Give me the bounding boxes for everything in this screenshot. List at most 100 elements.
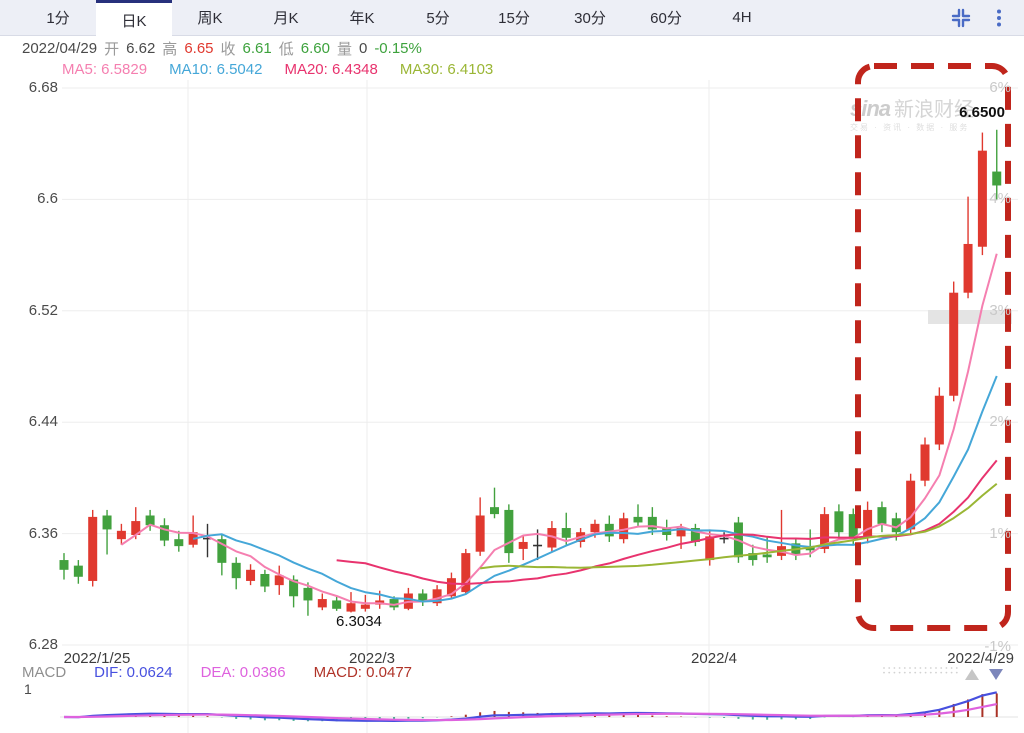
tab-5min[interactable]: 5分 [426, 10, 450, 27]
watermark-tagline: 交易 · 资讯 · 数据 · 服务 [850, 123, 970, 132]
drag-handle-dot [914, 667, 917, 669]
candle-body [231, 562, 241, 579]
dif-value: DIF: 0.0624 [94, 663, 173, 681]
drag-handle-dot [950, 671, 953, 674]
candle-body [561, 528, 571, 538]
tab-weekly-k[interactable]: 周K [197, 10, 223, 27]
tab-4h[interactable]: 4H [732, 9, 752, 26]
candle-body [705, 536, 715, 561]
tab-daily-k[interactable]: 日K [96, 0, 172, 37]
candle-body [604, 523, 614, 537]
pct-tick-1: 1% [989, 525, 1011, 542]
drag-handle-dot [898, 667, 901, 669]
drag-handle-dot [955, 671, 958, 674]
candle-body [274, 575, 284, 586]
candle-body [906, 480, 916, 530]
scroll-down-triangle[interactable] [989, 669, 1003, 680]
close-label: 收 [220, 40, 236, 58]
ma30-legend: MA30: 6.4103 [399, 60, 494, 78]
drag-handle-dot [935, 671, 937, 674]
drag-handle-dot [883, 667, 885, 669]
candle-body [360, 604, 370, 609]
close-value: 6.61 [242, 39, 272, 57]
candle-body [949, 292, 959, 396]
pct-tick-3: 3% [989, 302, 1011, 319]
price-tick-644: 6.44 [28, 413, 58, 430]
candle-body [633, 516, 643, 523]
volume-label: 量 [336, 40, 352, 58]
candle-body [203, 537, 212, 540]
candle-body [690, 528, 700, 542]
lowest-price-label: 6.3034 [336, 613, 382, 630]
candle-body [863, 509, 873, 538]
open-label: 开 [104, 40, 120, 58]
ma30-line [480, 482, 998, 570]
tab-30min[interactable]: 30分 [574, 10, 606, 27]
candle-body [748, 553, 758, 561]
tab-15min[interactable]: 15分 [498, 10, 530, 27]
ma10-line [192, 375, 998, 603]
candle-body [59, 560, 69, 570]
candle-body [820, 514, 830, 549]
ma5-legend: MA5: 6.5829 [62, 60, 148, 78]
drag-handle-dot [935, 667, 937, 669]
watermark-name: 新浪财经 [894, 99, 975, 121]
tab-yearly-k[interactable]: 年K [349, 10, 375, 27]
drag-handle-dot [919, 667, 922, 669]
drag-handle-dot [898, 671, 901, 674]
pct-tick-2: 2% [989, 413, 1011, 430]
open-value: 6.62 [126, 39, 156, 57]
chart-scroll-control[interactable] [883, 667, 1003, 680]
candle-body [145, 515, 155, 526]
scroll-up-triangle[interactable] [965, 669, 979, 680]
drag-handle-dot [929, 671, 932, 674]
tab-monthly-k[interactable]: 月K [273, 10, 299, 27]
pct-tick-neg1: -1% [984, 638, 1011, 655]
kebab-menu-icon[interactable] [988, 7, 1010, 29]
candle-body [102, 515, 112, 530]
drag-handle-dot [919, 671, 922, 674]
chart-period-tabbar: 1分 日K 周K 月K 年K 5分 15分 30分 60分 4H [0, 0, 1024, 37]
candle-body [518, 541, 528, 549]
highest-price-label: 6.6500 [959, 104, 1005, 121]
change-percent: -0.15% [374, 39, 422, 57]
date-tick-jan25: 2022/1/25 [63, 650, 131, 667]
volume-value: 0 [358, 39, 368, 57]
drag-handle-dot [893, 671, 896, 674]
drag-handle-dot [909, 667, 911, 669]
dea-value: DEA: 0.0386 [200, 663, 286, 681]
date-tick-mar: 2022/3 [349, 650, 395, 667]
macd-pane [63, 691, 998, 723]
tabbar-actions [950, 0, 1024, 35]
candle-body [303, 587, 313, 601]
high-value: 6.65 [184, 39, 214, 57]
macd-legend: MACD DIF: 0.0624 DEA: 0.0386 MACD: 0.047… [22, 663, 412, 681]
date-tick-apr29: 2022/4/29 [947, 650, 1014, 667]
price-tick-628: 6.28 [28, 636, 58, 653]
drag-handle-dot [945, 667, 948, 669]
low-value: 6.60 [300, 39, 330, 57]
macd-axis-label: 1 [24, 681, 32, 697]
pct-tick-6: 6% [989, 79, 1011, 96]
candle-body [174, 539, 184, 547]
price-tick-636: 6.36 [28, 525, 58, 542]
candle-body [762, 554, 772, 558]
candle-body [934, 395, 944, 445]
price-tick-66: 6.6 [37, 190, 58, 207]
drag-handle-dot [888, 667, 891, 669]
dea-line [63, 702, 997, 722]
tab-60min[interactable]: 60分 [650, 10, 682, 27]
drag-handle-dot [924, 667, 927, 669]
candle-body [834, 511, 844, 533]
price-level-marker-band [928, 310, 1012, 324]
tab-1min[interactable]: 1分 [46, 10, 70, 27]
candle-body [992, 171, 1002, 186]
drag-handle-dot [893, 667, 896, 669]
drag-handle-dot [914, 671, 917, 674]
moving-average-lines [120, 253, 998, 606]
candle-body [676, 528, 686, 537]
candle-body [432, 589, 442, 604]
collapse-icon[interactable] [950, 7, 972, 29]
